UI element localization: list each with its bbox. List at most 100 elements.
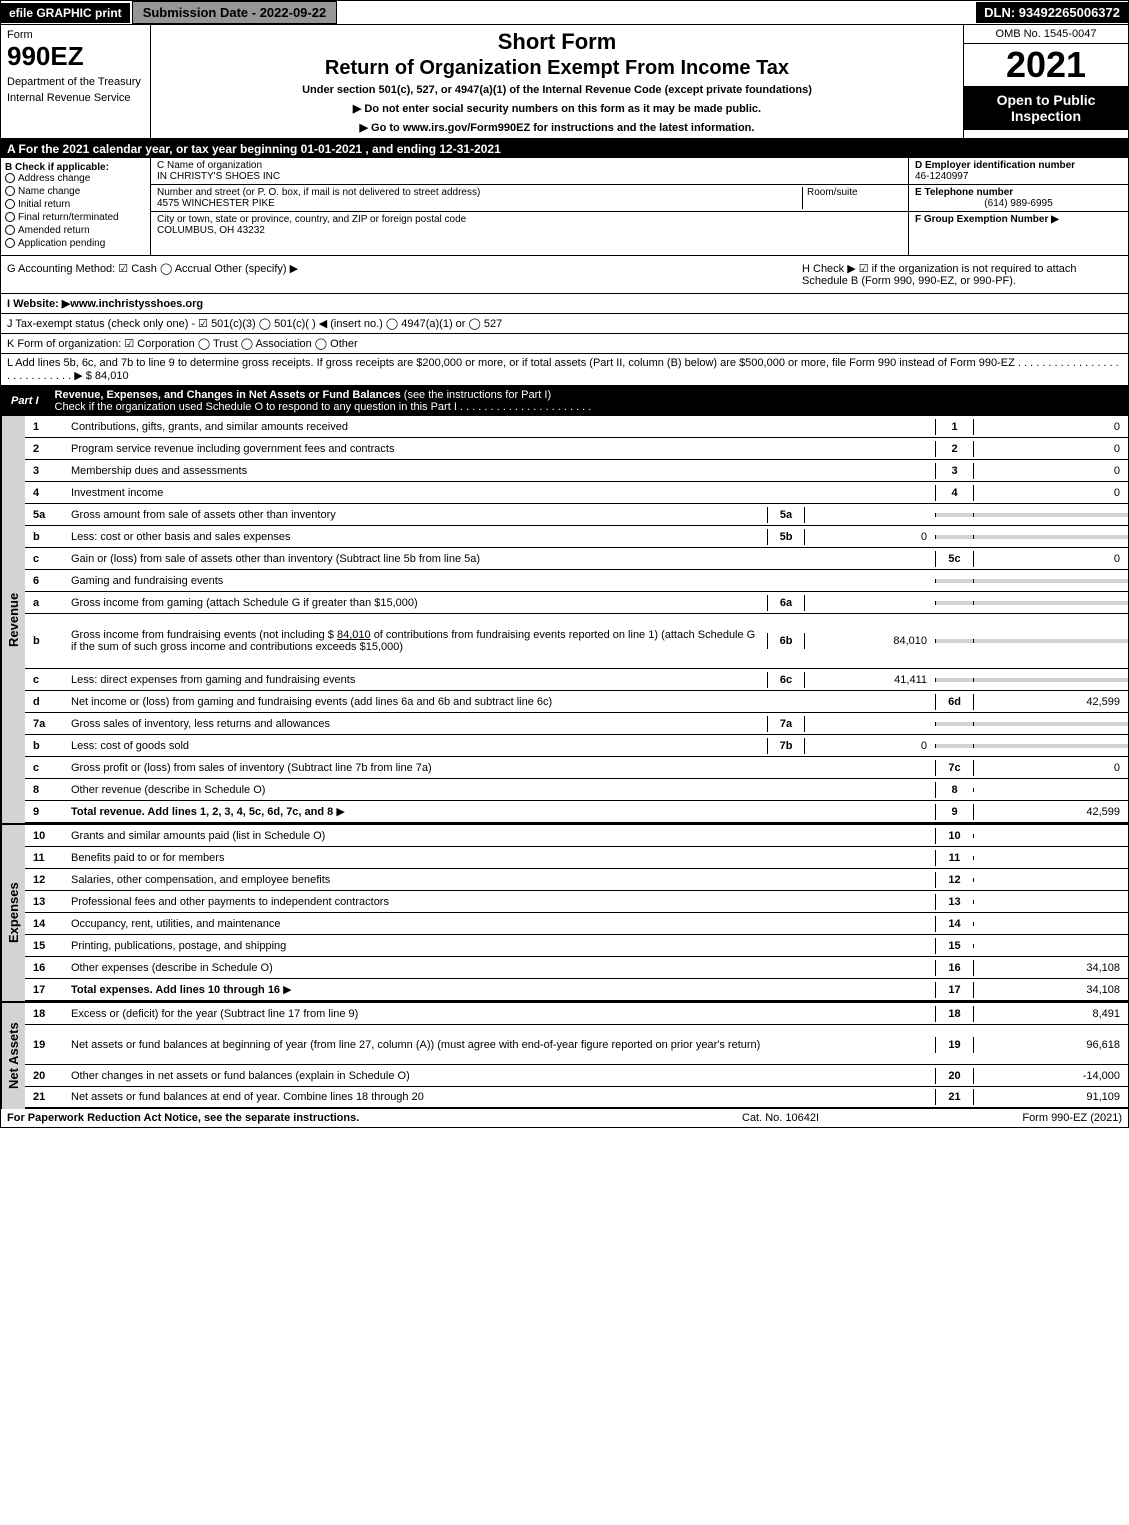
- dln-number: DLN: 93492265006372: [976, 2, 1128, 23]
- open-inspection: Open to Public Inspection: [964, 86, 1128, 130]
- revenue-side-label: Revenue: [1, 416, 25, 823]
- chk-amended-return[interactable]: Amended return: [5, 225, 146, 236]
- line-6c: c Less: direct expenses from gaming and …: [25, 669, 1128, 691]
- col-def: D Employer identification number 46-1240…: [908, 158, 1128, 255]
- tax-year: 2021: [964, 44, 1128, 86]
- ein-row: D Employer identification number 46-1240…: [909, 158, 1128, 185]
- gross-receipts-row: L Add lines 5b, 6c, and 7b to line 9 to …: [1, 354, 1128, 386]
- line-6a: a Gross income from gaming (attach Sched…: [25, 592, 1128, 614]
- footer-catno: Cat. No. 10642I: [742, 1112, 942, 1124]
- col-b-title: B Check if applicable:: [5, 162, 146, 173]
- city-label: City or town, state or province, country…: [157, 214, 466, 225]
- group-exemption-row: F Group Exemption Number ▶: [909, 212, 1128, 227]
- street-row: Number and street (or P. O. box, if mail…: [151, 185, 908, 212]
- header-mid: Short Form Return of Organization Exempt…: [151, 25, 963, 138]
- line-5a: 5a Gross amount from sale of assets othe…: [25, 504, 1128, 526]
- chk-address-change[interactable]: Address change: [5, 173, 146, 184]
- line-10: 10 Grants and similar amounts paid (list…: [25, 825, 1128, 847]
- street-value: 4575 WINCHESTER PIKE: [157, 198, 802, 209]
- form-org-row: K Form of organization: ☑ Corporation ◯ …: [1, 334, 1128, 354]
- line-6d: d Net income or (loss) from gaming and f…: [25, 691, 1128, 713]
- title-short-form: Short Form: [155, 29, 959, 55]
- line-6: 6 Gaming and fundraising events: [25, 570, 1128, 592]
- chk-name-change[interactable]: Name change: [5, 186, 146, 197]
- line-11: 11 Benefits paid to or for members 11: [25, 847, 1128, 869]
- line-15: 15 Printing, publications, postage, and …: [25, 935, 1128, 957]
- warning-ssn: ▶ Do not enter social security numbers o…: [155, 102, 959, 115]
- form-number: 990EZ: [7, 41, 144, 72]
- row-a-period: A For the 2021 calendar year, or tax yea…: [1, 140, 1128, 158]
- line-5b: b Less: cost or other basis and sales ex…: [25, 526, 1128, 548]
- page-footer: For Paperwork Reduction Act Notice, see …: [1, 1109, 1128, 1127]
- part1-header: Part I Revenue, Expenses, and Changes in…: [1, 386, 1128, 416]
- schedule-b-check: H Check ▶ ☑ if the organization is not r…: [802, 262, 1122, 287]
- expenses-side-label: Expenses: [1, 825, 25, 1001]
- net-assets-side-label: Net Assets: [1, 1003, 25, 1109]
- part1-check-line: Check if the organization used Schedule …: [55, 401, 592, 413]
- line-6b: b Gross income from fundraising events (…: [25, 614, 1128, 669]
- line-3: 3 Membership dues and assessments 3 0: [25, 460, 1128, 482]
- efile-print-button[interactable]: efile GRAPHIC print: [1, 3, 132, 23]
- line-20: 20 Other changes in net assets or fund b…: [25, 1065, 1128, 1087]
- line-7b: b Less: cost of goods sold 7b 0: [25, 735, 1128, 757]
- website-label: I Website: ▶www.inchristysshoes.org: [7, 298, 203, 310]
- line-16: 16 Other expenses (describe in Schedule …: [25, 957, 1128, 979]
- part1-label: Part I: [1, 392, 49, 410]
- line-8: 8 Other revenue (describe in Schedule O)…: [25, 779, 1128, 801]
- line-18: 18 Excess or (deficit) for the year (Sub…: [25, 1003, 1128, 1025]
- line-1: 1 Contributions, gifts, grants, and simi…: [25, 416, 1128, 438]
- org-name-row: C Name of organization IN CHRISTY'S SHOE…: [151, 158, 908, 185]
- net-assets-section: Net Assets 18 Excess or (deficit) for th…: [1, 1001, 1128, 1109]
- street-label: Number and street (or P. O. box, if mail…: [157, 187, 802, 198]
- form-header: Form 990EZ Department of the Treasury In…: [1, 25, 1128, 140]
- footer-paperwork: For Paperwork Reduction Act Notice, see …: [7, 1112, 742, 1124]
- room-label: Room/suite: [807, 187, 902, 198]
- accounting-method: G Accounting Method: ☑ Cash ◯ Accrual Ot…: [7, 262, 802, 287]
- dept-irs: Internal Revenue Service: [7, 92, 144, 104]
- line-7a: 7a Gross sales of inventory, less return…: [25, 713, 1128, 735]
- line-5c: c Gain or (loss) from sale of assets oth…: [25, 548, 1128, 570]
- submission-date: Submission Date - 2022-09-22: [132, 1, 338, 24]
- expenses-section: Expenses 10 Grants and similar amounts p…: [1, 823, 1128, 1001]
- chk-initial-return[interactable]: Initial return: [5, 199, 146, 210]
- line-13: 13 Professional fees and other payments …: [25, 891, 1128, 913]
- header-left: Form 990EZ Department of the Treasury In…: [1, 25, 151, 138]
- org-name: IN CHRISTY'S SHOES INC: [157, 171, 902, 182]
- top-bar: efile GRAPHIC print Submission Date - 20…: [1, 1, 1128, 25]
- footer-form-version: Form 990-EZ (2021): [942, 1112, 1122, 1124]
- header-right: OMB No. 1545-0047 2021 Open to Public In…: [963, 25, 1128, 138]
- group-exemption-label: F Group Exemption Number ▶: [915, 214, 1122, 225]
- form-page: efile GRAPHIC print Submission Date - 20…: [0, 0, 1129, 1128]
- line-17: 17 Total expenses. Add lines 10 through …: [25, 979, 1128, 1001]
- line-14: 14 Occupancy, rent, utilities, and maint…: [25, 913, 1128, 935]
- col-c-org-info: C Name of organization IN CHRISTY'S SHOE…: [151, 158, 908, 255]
- phone-value: (614) 989-6995: [915, 198, 1122, 209]
- ein-label: D Employer identification number: [915, 160, 1122, 171]
- subtitle-section: Under section 501(c), 527, or 4947(a)(1)…: [155, 84, 959, 96]
- tax-exempt-row: J Tax-exempt status (check only one) - ☑…: [1, 314, 1128, 334]
- website-row: I Website: ▶www.inchristysshoes.org: [1, 294, 1128, 314]
- line-21: 21 Net assets or fund balances at end of…: [25, 1087, 1128, 1109]
- col-b-checkboxes: B Check if applicable: Address change Na…: [1, 158, 151, 255]
- line-12: 12 Salaries, other compensation, and emp…: [25, 869, 1128, 891]
- part1-check-icon[interactable]: [1108, 395, 1128, 407]
- line-2: 2 Program service revenue including gove…: [25, 438, 1128, 460]
- line-19: 19 Net assets or fund balances at beginn…: [25, 1025, 1128, 1065]
- city-value: COLUMBUS, OH 43232: [157, 225, 466, 236]
- phone-label: E Telephone number: [915, 187, 1122, 198]
- part1-title: Revenue, Expenses, and Changes in Net As…: [49, 386, 1108, 416]
- title-return: Return of Organization Exempt From Incom…: [155, 57, 959, 80]
- phone-row: E Telephone number (614) 989-6995: [909, 185, 1128, 212]
- link-instructions[interactable]: ▶ Go to www.irs.gov/Form990EZ for instru…: [155, 121, 959, 134]
- ein-value: 46-1240997: [915, 171, 1122, 182]
- city-row: City or town, state or province, country…: [151, 212, 908, 238]
- line-9: 9 Total revenue. Add lines 1, 2, 3, 4, 5…: [25, 801, 1128, 823]
- org-name-label: C Name of organization: [157, 160, 902, 171]
- dept-treasury: Department of the Treasury: [7, 76, 144, 88]
- form-label: Form: [7, 29, 144, 41]
- section-gh: G Accounting Method: ☑ Cash ◯ Accrual Ot…: [1, 256, 1128, 294]
- section-bcdef: B Check if applicable: Address change Na…: [1, 158, 1128, 256]
- chk-application-pending[interactable]: Application pending: [5, 238, 146, 249]
- chk-final-return[interactable]: Final return/terminated: [5, 212, 146, 223]
- line-7c: c Gross profit or (loss) from sales of i…: [25, 757, 1128, 779]
